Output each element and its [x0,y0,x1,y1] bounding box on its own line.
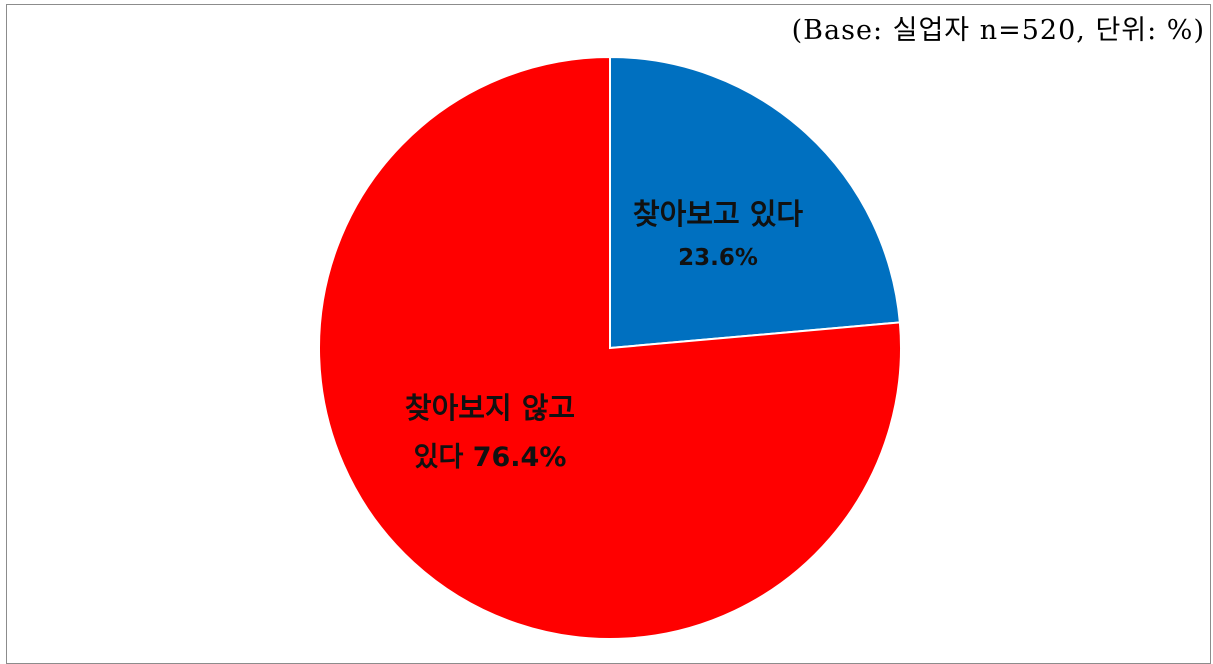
pie-labels: 찾아보고 있다 23.6% 찾아보지 않고 있다 76.4% [405,197,803,473]
base-note: (Base: 실업자 n=520, 단위: %) [791,15,1205,46]
slice-value-looking: 23.6% [678,245,758,271]
slice-label-not-looking-line1: 찾아보지 않고 [405,391,575,425]
slice-not-looking [318,55,902,640]
pie-chart: 찾아보고 있다 23.6% 찾아보지 않고 있다 76.4% [318,55,902,640]
slice-label-looking: 찾아보고 있다 [633,197,803,231]
slice-looking [609,55,901,350]
pie-slices [318,55,902,640]
slice-label-not-looking-line2: 있다 76.4% [414,442,567,473]
